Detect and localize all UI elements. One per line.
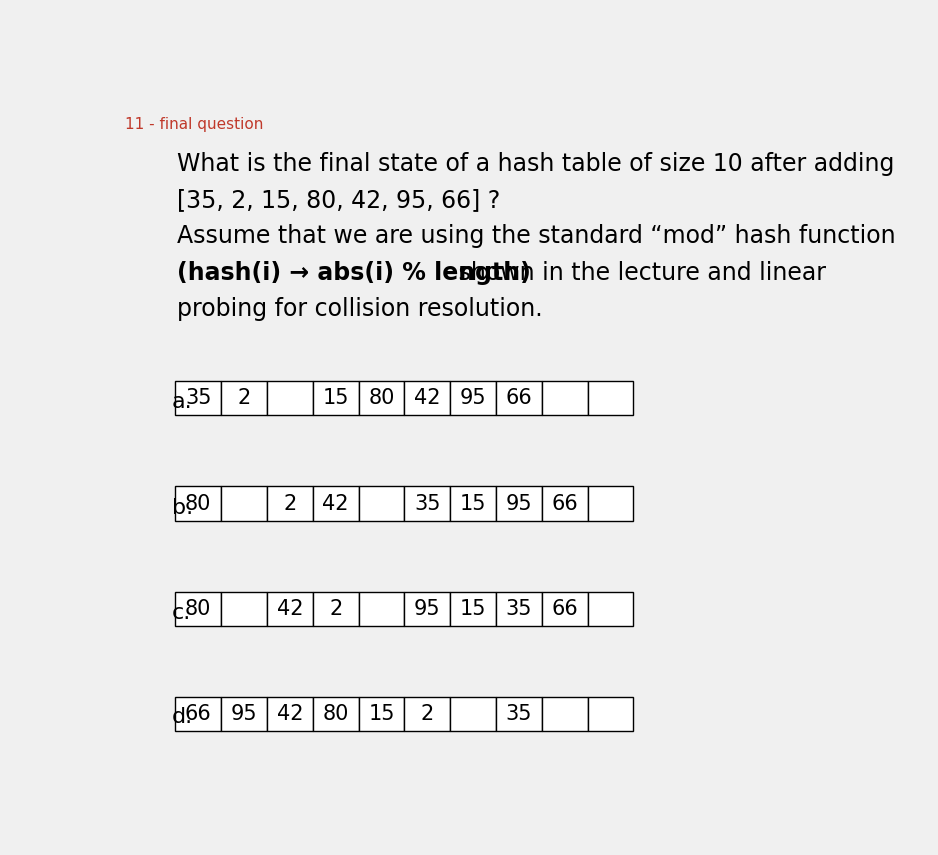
Text: 11 - final question: 11 - final question xyxy=(125,117,263,132)
Bar xyxy=(221,486,267,521)
Text: 95: 95 xyxy=(506,493,532,514)
Bar xyxy=(267,697,312,731)
Text: 42: 42 xyxy=(414,388,441,408)
Text: 95: 95 xyxy=(231,705,257,724)
Text: 42: 42 xyxy=(277,598,303,619)
Text: 80: 80 xyxy=(323,705,349,724)
Bar xyxy=(358,592,404,626)
Bar xyxy=(542,697,587,731)
Text: 35: 35 xyxy=(414,493,441,514)
Text: 66: 66 xyxy=(552,598,578,619)
Bar xyxy=(542,486,587,521)
Text: 15: 15 xyxy=(460,493,486,514)
Text: Assume that we are using the standard “mod” hash function: Assume that we are using the standard “m… xyxy=(177,224,896,249)
Bar xyxy=(312,486,358,521)
Bar xyxy=(312,697,358,731)
Bar xyxy=(587,381,633,416)
Bar xyxy=(221,592,267,626)
Text: 42: 42 xyxy=(323,493,349,514)
Text: 35: 35 xyxy=(506,705,532,724)
Bar xyxy=(175,697,221,731)
Bar xyxy=(587,486,633,521)
Text: 35: 35 xyxy=(185,388,212,408)
Text: probing for collision resolution.: probing for collision resolution. xyxy=(177,297,542,321)
Bar xyxy=(312,381,358,416)
Bar xyxy=(358,381,404,416)
Bar xyxy=(175,381,221,416)
Bar xyxy=(450,381,496,416)
Bar xyxy=(312,592,358,626)
Text: 2: 2 xyxy=(420,705,434,724)
Text: c.: c. xyxy=(172,603,191,623)
Bar xyxy=(496,381,542,416)
Bar xyxy=(175,486,221,521)
Text: 15: 15 xyxy=(369,705,395,724)
Text: 66: 66 xyxy=(506,388,532,408)
Bar xyxy=(358,486,404,521)
Bar xyxy=(267,486,312,521)
Bar xyxy=(496,486,542,521)
Bar xyxy=(221,697,267,731)
Bar xyxy=(267,592,312,626)
Bar xyxy=(496,592,542,626)
Text: (hash(i) → abs(i) % length): (hash(i) → abs(i) % length) xyxy=(177,261,531,285)
Bar xyxy=(221,381,267,416)
Bar xyxy=(542,381,587,416)
Text: 80: 80 xyxy=(185,493,211,514)
Bar xyxy=(267,381,312,416)
Bar xyxy=(404,592,450,626)
Text: 42: 42 xyxy=(277,705,303,724)
Bar xyxy=(450,486,496,521)
Bar xyxy=(358,697,404,731)
Bar xyxy=(175,592,221,626)
Bar xyxy=(496,697,542,731)
Bar xyxy=(404,486,450,521)
Text: 80: 80 xyxy=(185,598,211,619)
Text: [35, 2, 15, 80, 42, 95, 66] ?: [35, 2, 15, 80, 42, 95, 66] ? xyxy=(177,188,500,212)
Text: 15: 15 xyxy=(460,598,486,619)
Text: 35: 35 xyxy=(506,598,532,619)
Text: 66: 66 xyxy=(552,493,578,514)
Bar xyxy=(450,592,496,626)
Text: 80: 80 xyxy=(369,388,395,408)
Bar xyxy=(587,697,633,731)
Text: b.: b. xyxy=(172,498,193,517)
Text: a.: a. xyxy=(172,392,192,412)
Text: 95: 95 xyxy=(460,388,487,408)
Bar xyxy=(450,697,496,731)
Text: 66: 66 xyxy=(185,705,212,724)
Text: What is the final state of a hash table of size 10 after adding: What is the final state of a hash table … xyxy=(177,152,894,176)
Text: shown in the lecture and linear: shown in the lecture and linear xyxy=(451,261,826,285)
Text: 2: 2 xyxy=(283,493,296,514)
Text: 2: 2 xyxy=(237,388,250,408)
Bar xyxy=(404,697,450,731)
Bar xyxy=(587,592,633,626)
Text: 2: 2 xyxy=(329,598,342,619)
Bar xyxy=(542,592,587,626)
Bar xyxy=(404,381,450,416)
Text: 15: 15 xyxy=(323,388,349,408)
Text: d.: d. xyxy=(172,707,193,727)
Text: 95: 95 xyxy=(414,598,441,619)
